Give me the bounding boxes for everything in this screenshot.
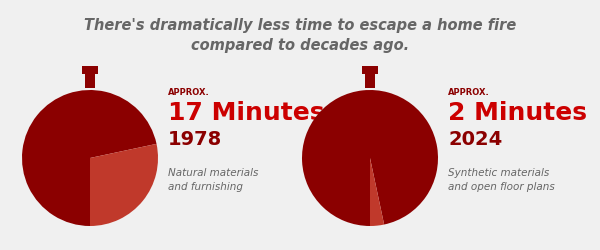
Bar [365, 74, 375, 88]
Text: 2 Minutes: 2 Minutes [448, 101, 587, 125]
Text: and open floor plans: and open floor plans [448, 182, 555, 192]
Text: APPROX.: APPROX. [168, 88, 210, 97]
Text: 17 Minutes: 17 Minutes [168, 101, 325, 125]
Text: APPROX.: APPROX. [448, 88, 490, 97]
Wedge shape [22, 90, 157, 226]
Text: and furnishing: and furnishing [168, 182, 243, 192]
Polygon shape [130, 108, 139, 124]
Text: 1978: 1978 [168, 130, 222, 149]
Text: Synthetic materials: Synthetic materials [448, 168, 549, 178]
Text: compared to decades ago.: compared to decades ago. [191, 38, 409, 53]
Text: 2024: 2024 [448, 130, 502, 149]
Wedge shape [370, 158, 384, 226]
Wedge shape [90, 144, 158, 226]
Bar [362, 66, 378, 74]
Text: Natural materials: Natural materials [168, 168, 259, 178]
Wedge shape [302, 90, 438, 226]
Bar [82, 66, 98, 74]
Text: There's dramatically less time to escape a home fire: There's dramatically less time to escape… [84, 18, 516, 33]
Bar [85, 74, 95, 88]
Polygon shape [409, 108, 418, 124]
